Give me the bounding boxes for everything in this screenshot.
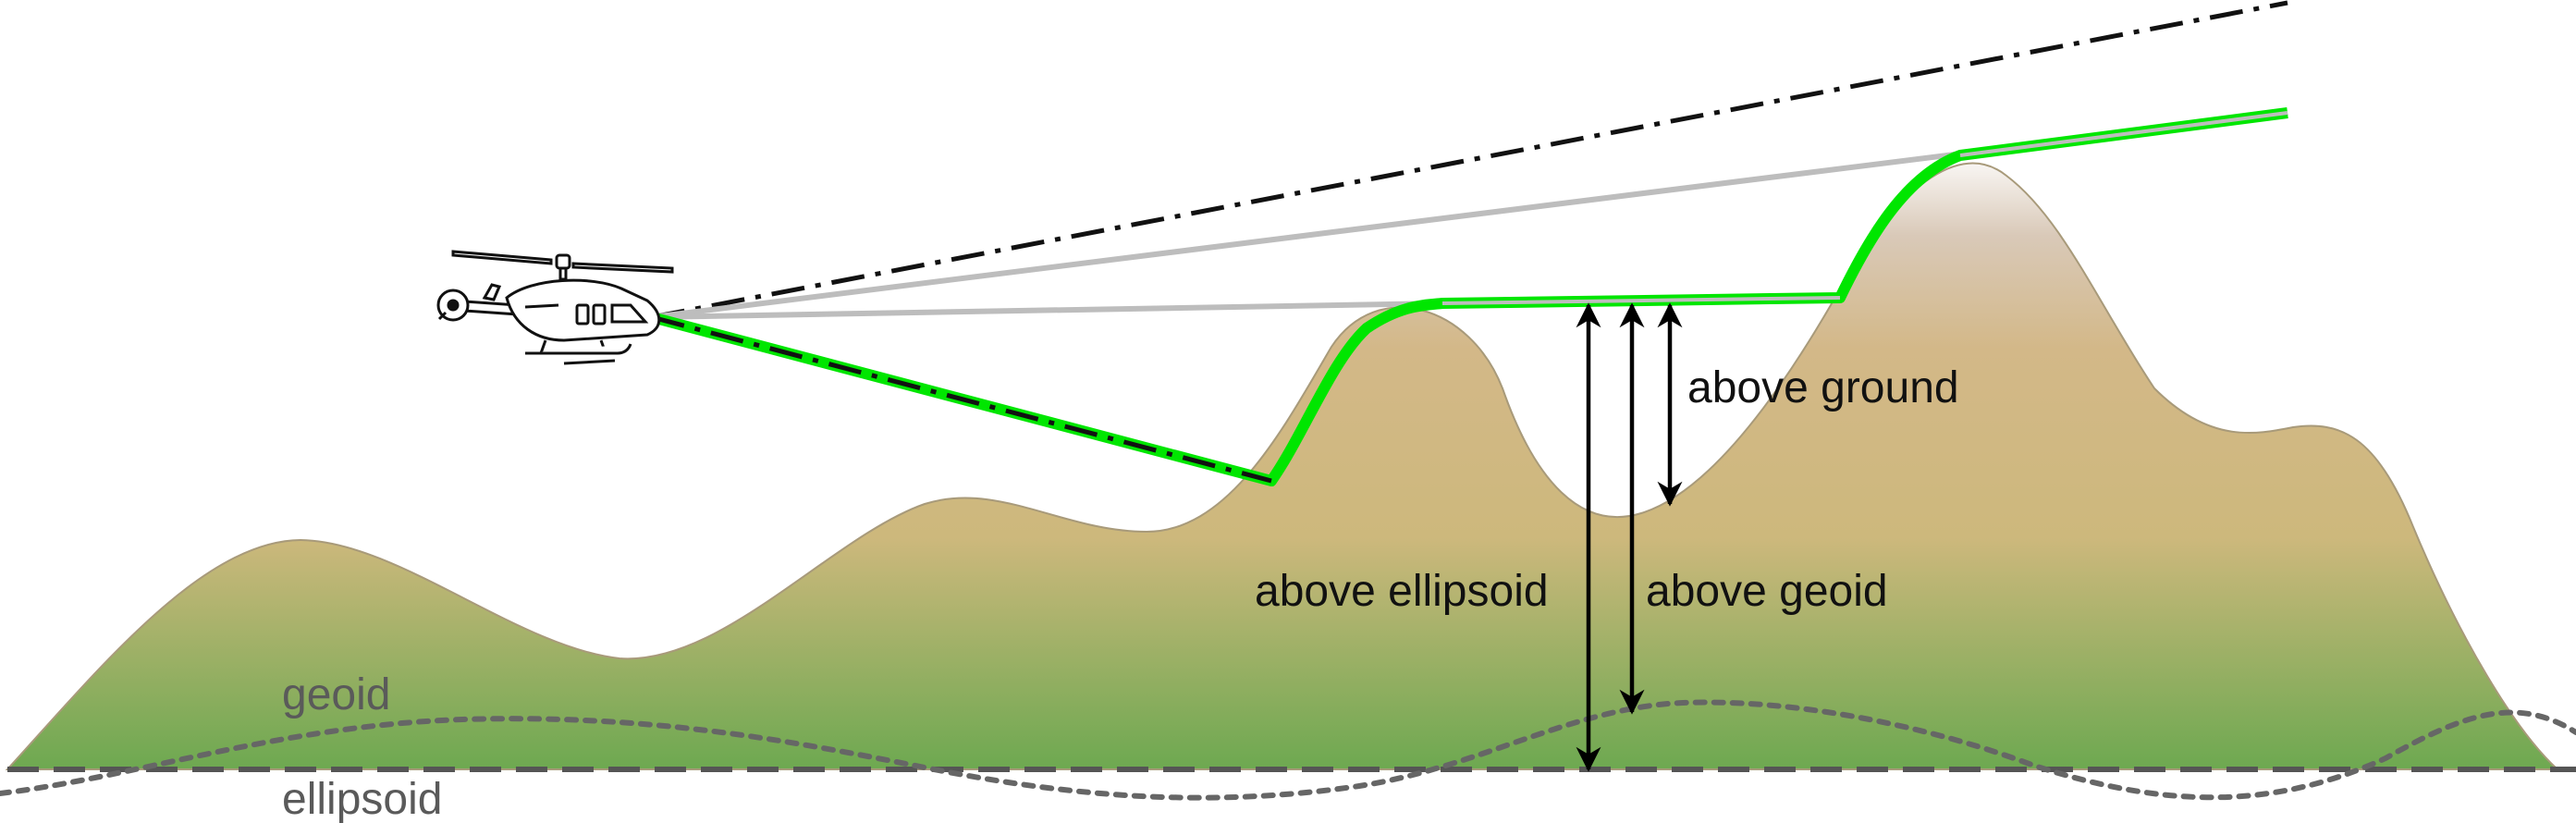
label-above-geoid: above geoid — [1646, 567, 1888, 616]
sightline-short — [651, 301, 1443, 320]
geoid-line — [0, 699, 2576, 801]
label-ellipsoid: ellipsoid — [282, 775, 442, 823]
dashdot-line-lower — [651, 314, 1272, 484]
profile-green-outline — [650, 107, 2288, 486]
dashdot-line-upper — [651, 0, 2288, 320]
label-geoid: geoid — [282, 670, 390, 719]
helicopter-icon — [436, 250, 674, 365]
label-above-ellipsoid: above ellipsoid — [1255, 567, 1549, 616]
label-above-ground: above ground — [1687, 363, 1959, 412]
profile-gray-core — [1441, 111, 2288, 305]
